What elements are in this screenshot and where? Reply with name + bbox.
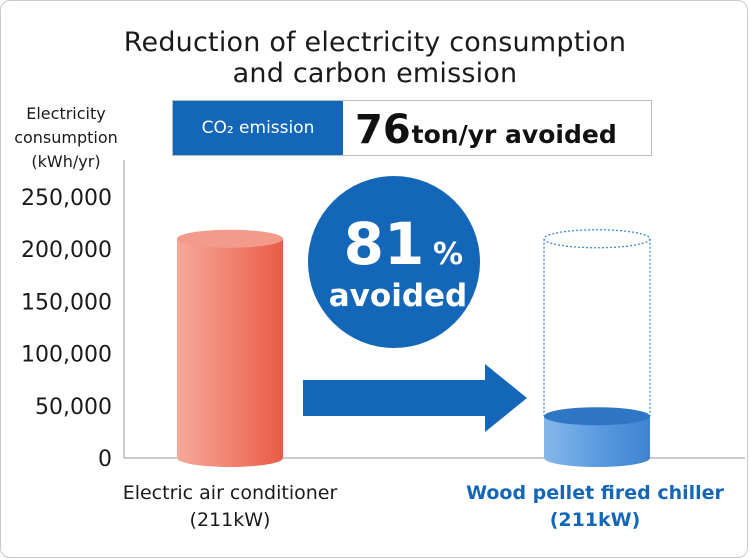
category-label-electric-ac: Electric air conditioner (211kW) — [100, 480, 360, 534]
reduction-percent-number: 81 — [344, 210, 425, 278]
y-axis-label-line-1: Electricity — [26, 104, 106, 123]
y-tick-label: 100,000 — [21, 343, 112, 368]
category-label-wood-pellet-chiller: Wood pellet fired chiller (211kW) — [450, 480, 740, 534]
y-tick-label: 200,000 — [21, 238, 112, 263]
bar-wood-pellet-chiller — [544, 407, 650, 467]
y-axis-label-line-2: consumption — [14, 128, 118, 147]
ghost-bar-top — [543, 229, 651, 249]
reduction-avoided-text: avoided — [329, 278, 467, 314]
co2-emission-label: CO₂ emission — [173, 101, 343, 155]
co2-value-number: 76 — [355, 107, 411, 153]
category-label-line-2: (211kW) — [549, 509, 641, 531]
right-arrow-icon — [303, 364, 527, 432]
bars — [177, 229, 651, 467]
bar-top — [177, 229, 283, 248]
chart-title-line-1: Reduction of electricity consumption — [123, 27, 627, 58]
bar-body — [544, 416, 650, 467]
y-tick-label: 150,000 — [21, 290, 112, 315]
bar-electric-air-conditioner — [177, 229, 283, 467]
co2-value-unit: ton/yr avoided — [411, 120, 617, 149]
y-axis: 0 50,000 100,000 150,000 200,000 250,000 — [21, 160, 745, 472]
y-tick-label: 250,000 — [21, 186, 112, 211]
bar-body — [177, 238, 283, 467]
bar-top — [544, 407, 650, 426]
y-tick-label: 0 — [98, 447, 112, 472]
chart-title-line-2: and carbon emission — [232, 58, 518, 89]
category-label-line-2: (211kW) — [189, 509, 271, 531]
ghost-bar-outline — [543, 229, 651, 417]
y-axis-label-line-3: (kWh/yr) — [31, 152, 101, 171]
co2-emission-box: CO₂ emission 76 ton/yr avoided — [172, 100, 652, 156]
category-label-line-1: Wood pellet fired chiller — [466, 482, 724, 504]
category-label-line-1: Electric air conditioner — [122, 482, 338, 504]
reduction-percent-sign: % — [433, 237, 463, 272]
y-tick-label: 50,000 — [35, 395, 112, 420]
co2-value-group: 76 ton/yr avoided — [355, 101, 617, 155]
reduction-badge — [308, 176, 480, 348]
